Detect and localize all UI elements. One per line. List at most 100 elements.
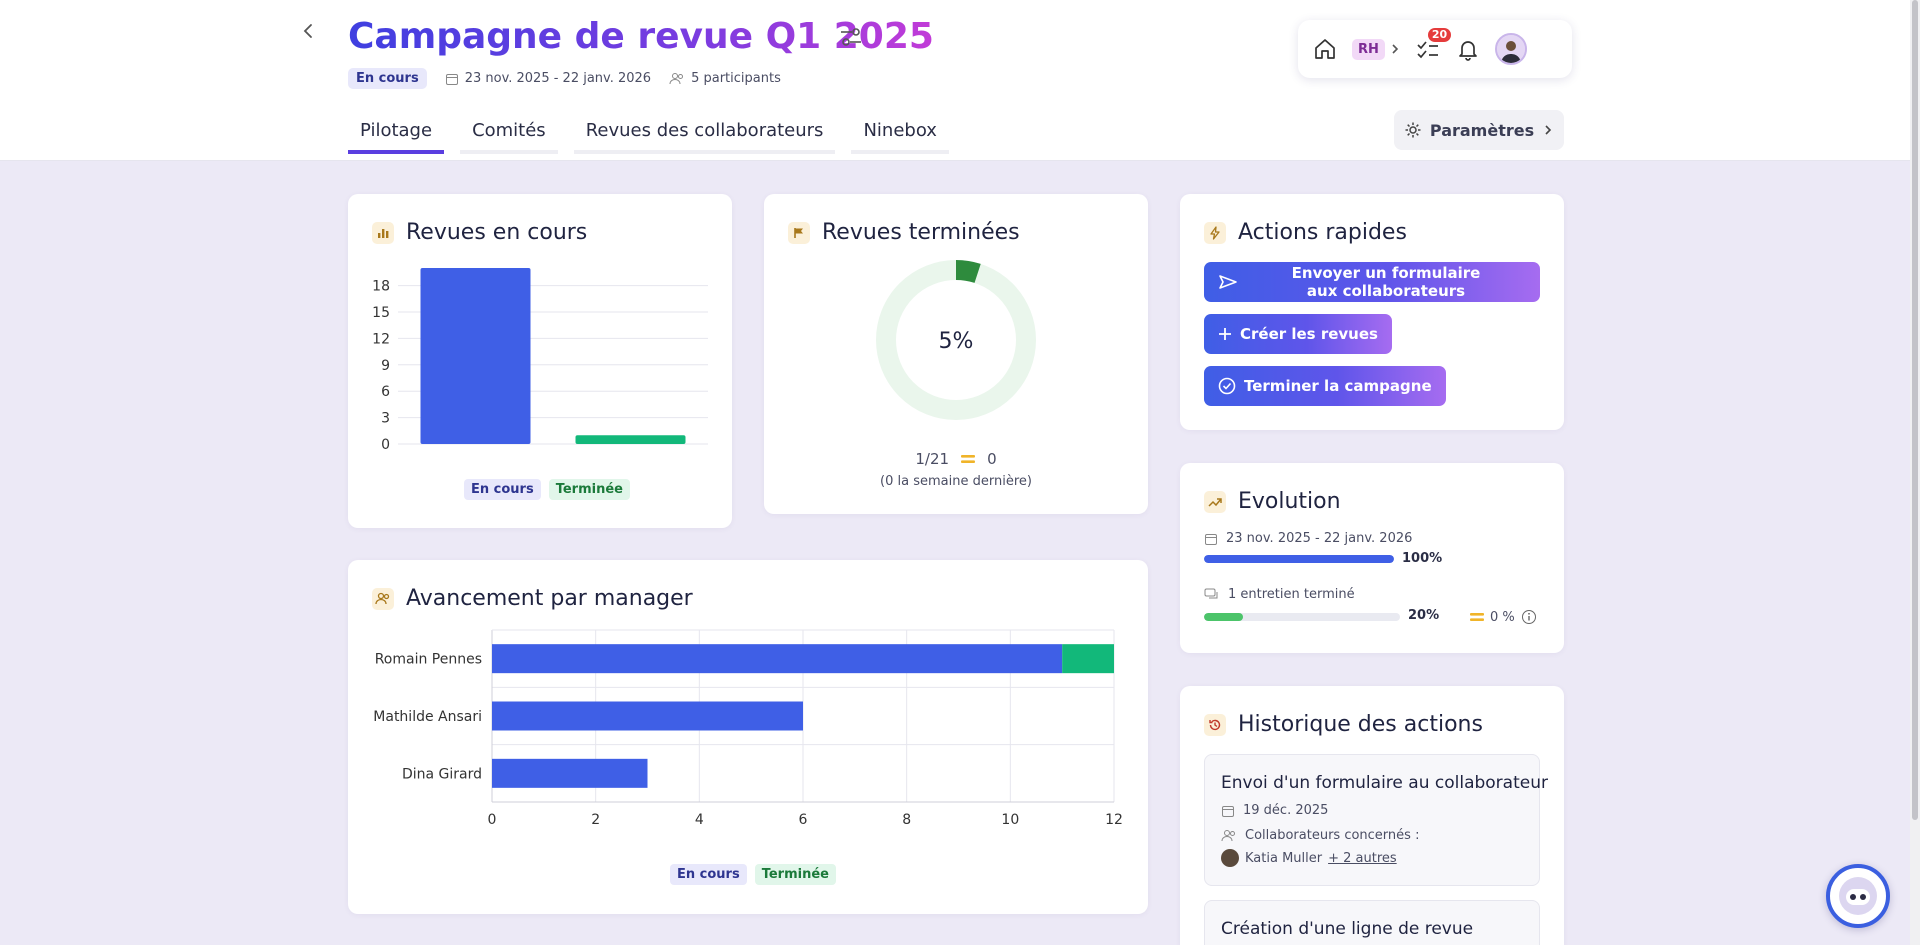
- equal-icon: [961, 455, 976, 463]
- settings-label: Paramètres: [1429, 120, 1535, 140]
- x-tick-label: 12: [1105, 812, 1123, 828]
- x-tick-label: 8: [902, 812, 911, 828]
- page-title: Campagne de revue Q1 2025: [348, 14, 934, 60]
- assistant-bot-button[interactable]: [1826, 864, 1890, 928]
- bar-terminée[interactable]: [575, 435, 686, 444]
- trend-up-icon: [1204, 490, 1226, 513]
- legend-en-cours[interactable]: En cours: [670, 864, 747, 885]
- card-avancement-manager: Avancement par manager 0 2 4 6 8 10 12 Romain P…: [348, 560, 1148, 914]
- card-title-historique: Historique des actions: [1238, 712, 1483, 737]
- checklist-icon: [1417, 41, 1438, 59]
- bar-segment[interactable]: [492, 701, 803, 731]
- history-item-person: Katia Muller: [1245, 850, 1323, 866]
- send-icon: [1219, 275, 1237, 289]
- x-tick-label: 2: [591, 812, 600, 828]
- y-category-label: Mathilde Ansari: [373, 709, 482, 725]
- calendar-icon: [445, 73, 458, 85]
- page-header: Campagne de revue Q1 2025 En cours 23 no…: [0, 0, 1910, 161]
- avatar: [1221, 849, 1239, 867]
- x-tick-label: 6: [799, 812, 808, 828]
- history-item-title: Envoi d'un formulaire au collaborateur: [1221, 773, 1548, 793]
- time-progress-bar: [1204, 555, 1394, 563]
- legend-terminee[interactable]: Terminée: [548, 479, 630, 500]
- card-evolution: Evolution 23 nov. 2025 - 22 janv. 2026 1…: [1180, 463, 1564, 653]
- page-scrollbar[interactable]: [1910, 0, 1920, 945]
- bell-icon[interactable]: [1455, 36, 1481, 62]
- history-item-concerned-label: Collaborateurs concernés :: [1245, 828, 1420, 843]
- scrollbar-thumb[interactable]: [1912, 0, 1918, 820]
- donut-percent-label: 5%: [939, 329, 974, 354]
- settings-button[interactable]: Paramètres: [1394, 110, 1564, 150]
- tab-pilotage[interactable]: Pilotage: [348, 116, 445, 154]
- completion-ratio: 1/21: [915, 450, 950, 468]
- card-title-avancement: Avancement par manager: [406, 586, 693, 611]
- end-campaign-button[interactable]: Terminer la campagne: [1204, 366, 1446, 406]
- tab-bar: Pilotage Comités Revues des collaborateu…: [348, 116, 949, 154]
- card-historique: Historique des actions Envoi d'un formul…: [1180, 686, 1564, 945]
- bar-chart-icon: [372, 221, 394, 244]
- card-revues-en-cours: Revues en cours 0 3 6 9 12 15 18 En cours Term…: [348, 194, 732, 528]
- evolution-delta: 0 %: [1490, 609, 1515, 625]
- tasks-button[interactable]: 20: [1415, 28, 1452, 62]
- completion-delta: 0: [987, 450, 997, 468]
- status-badge: En cours: [348, 68, 427, 89]
- card-actions-rapides: Actions rapides Envoyer un formulaire au…: [1180, 194, 1564, 430]
- card-title-evolution: Evolution: [1238, 489, 1341, 514]
- gear-icon: [1405, 122, 1421, 138]
- x-tick-label: 10: [1001, 812, 1019, 828]
- x-tick-label: 4: [695, 812, 704, 828]
- revues-en-cours-chart: 0 3 6 9 12 15 18: [372, 268, 708, 453]
- chat-icon: [1204, 588, 1218, 598]
- history-item[interactable]: Création d'une ligne de revue: [1204, 900, 1540, 945]
- interviews-progress-label: 20%: [1408, 608, 1440, 623]
- bar-segment[interactable]: [492, 644, 1063, 674]
- y-tick-label: 18: [372, 279, 390, 295]
- card-title-actions-rapides: Actions rapides: [1238, 220, 1407, 245]
- participants-count: 5 participants: [691, 71, 781, 86]
- y-tick-label: 15: [372, 305, 390, 321]
- completion-donut: 5%: [876, 260, 1036, 420]
- tasks-count-badge: 20: [1427, 28, 1452, 42]
- send-form-button[interactable]: Envoyer un formulaire aux collaborateurs: [1204, 262, 1540, 302]
- chevron-right-icon: [1545, 125, 1552, 135]
- y-tick-label: 3: [381, 411, 390, 427]
- campaign-meta: En cours 23 nov. 2025 - 22 janv. 2026 5 …: [348, 68, 781, 89]
- equal-icon: [1470, 613, 1484, 621]
- date-range: 23 nov. 2025 - 22 janv. 2026: [464, 71, 652, 86]
- home-icon[interactable]: [1312, 36, 1338, 62]
- users-icon: [669, 72, 684, 84]
- tab-comites[interactable]: Comités: [460, 116, 558, 154]
- bar-en-cours[interactable]: [420, 268, 531, 444]
- y-tick-label: 6: [381, 384, 390, 400]
- y-tick-label: 9: [381, 358, 390, 374]
- plus-icon: [1219, 328, 1231, 340]
- bar-segment[interactable]: [1062, 644, 1114, 674]
- check-circle-icon: [1218, 377, 1236, 395]
- calendar-icon: [1222, 805, 1234, 817]
- bar-segment[interactable]: [492, 758, 648, 788]
- back-button[interactable]: [296, 18, 322, 44]
- card-revues-terminees: Revues terminées 5% 1/21 0 (0 la semaine…: [764, 194, 1148, 514]
- card-title-revues-en-cours: Revues en cours: [406, 220, 588, 245]
- users-icon: [1221, 829, 1235, 841]
- legend-en-cours[interactable]: En cours: [464, 479, 541, 500]
- avatar[interactable]: [1494, 33, 1527, 65]
- donut-completed-arc: [955, 260, 981, 284]
- history-item[interactable]: Envoi d'un formulaire au collaborateur 1…: [1204, 754, 1548, 886]
- role-switcher[interactable]: RH: [1352, 38, 1401, 60]
- history-item-others-link[interactable]: + 2 autres: [1328, 850, 1397, 866]
- top-toolbar: RH 20: [1298, 20, 1572, 78]
- time-progress-label: 100%: [1402, 551, 1443, 566]
- history-item-title: Création d'une ligne de revue: [1221, 919, 1474, 939]
- filter-settings-icon[interactable]: [838, 24, 864, 50]
- legend-terminee[interactable]: Terminée: [754, 864, 836, 885]
- tab-revues-collaborateurs[interactable]: Revues des collaborateurs: [573, 116, 836, 154]
- history-icon: [1204, 713, 1226, 736]
- robot-icon: [1839, 877, 1877, 915]
- x-tick-label: 0: [488, 812, 497, 828]
- chart-legend: En cours Terminée: [464, 479, 630, 500]
- create-reviews-button[interactable]: Créer les revues: [1204, 314, 1392, 354]
- tab-ninebox[interactable]: Ninebox: [851, 116, 949, 154]
- history-item-date: 19 déc. 2025: [1243, 803, 1329, 818]
- info-icon[interactable]: [1521, 609, 1537, 625]
